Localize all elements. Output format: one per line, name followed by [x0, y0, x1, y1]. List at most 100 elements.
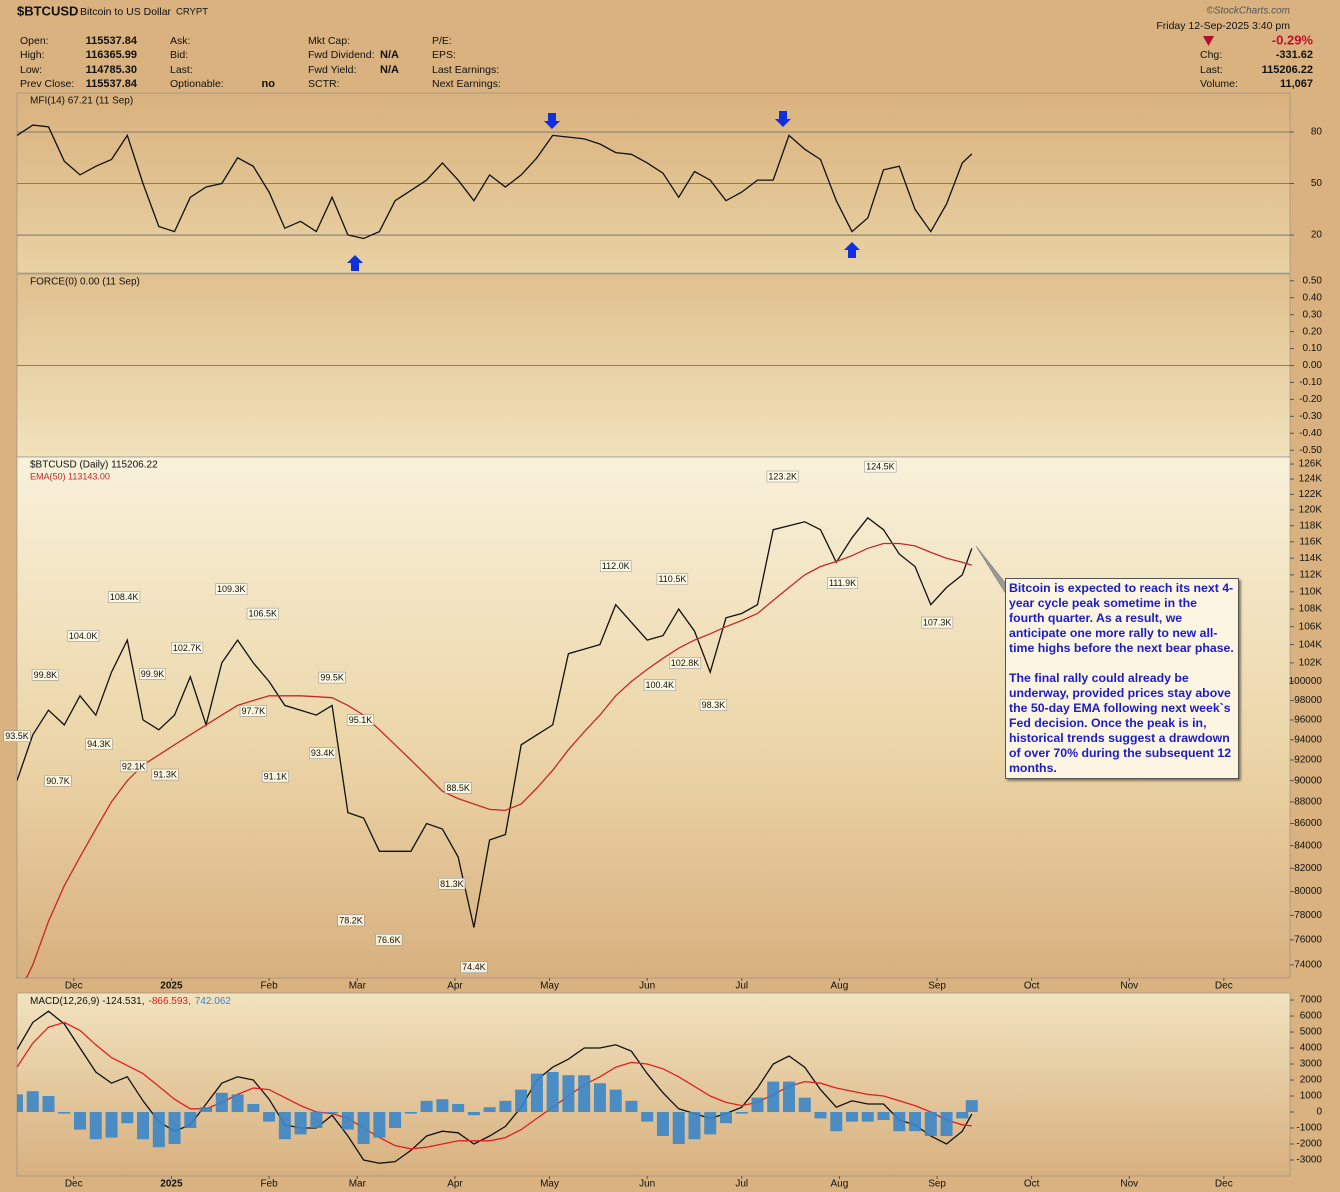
price-label: 99.8K — [34, 670, 58, 680]
quote-label: Ask: — [170, 35, 190, 47]
histogram-bar — [137, 1112, 150, 1140]
x-tick-label: Aug — [831, 1179, 849, 1190]
y-tick-label: 92000 — [1294, 755, 1322, 766]
label-box — [3, 730, 31, 742]
histogram-bar — [74, 1112, 87, 1130]
label-box — [699, 699, 727, 711]
x-tick-label: Oct — [1024, 1179, 1040, 1190]
y-tick-label: 122K — [1299, 489, 1323, 500]
y-tick-label: 124K — [1299, 474, 1323, 485]
x-tick-label: Dec — [65, 981, 83, 992]
price-label: 81.3K — [440, 879, 464, 889]
label-box — [67, 630, 100, 642]
price-label: 76.6K — [377, 935, 401, 945]
histogram-bar — [404, 1112, 417, 1114]
price-label: 102.7K — [173, 643, 202, 653]
series-group — [17, 516, 973, 978]
label-box — [827, 577, 858, 589]
y-tick-label: 0.40 — [1303, 292, 1323, 303]
y-tick-label: 5000 — [1300, 1027, 1323, 1038]
label-box — [31, 669, 59, 681]
y-tick-label: 110K — [1299, 586, 1322, 597]
legend-entry: EMA(50) 113143.00 — [30, 471, 110, 481]
x-tick-label: 2025 — [160, 1179, 183, 1190]
histogram-bar — [956, 1112, 969, 1119]
histogram-bar — [965, 1100, 978, 1113]
quote-label: SCTR: — [308, 78, 340, 90]
price-label: 107.3K — [923, 618, 952, 628]
histogram-bar — [420, 1100, 433, 1113]
price-label: 98.3K — [702, 700, 726, 710]
price-label: 102.8K — [671, 658, 700, 668]
exchange: CRYPT — [176, 7, 208, 18]
label-box — [921, 616, 954, 629]
x-tick-label: Apr — [447, 1179, 463, 1190]
histogram-bar — [656, 1112, 669, 1137]
plot-layer: $BTCUSD Bitcoin to US Dollar CRYPT ©StockCh… — [3, 3, 1323, 1190]
legend-entry: $BTCUSD (Daily) 115206.22 — [30, 460, 158, 471]
label-box — [864, 460, 897, 473]
histogram-bar — [767, 1081, 780, 1113]
label-box — [375, 934, 403, 946]
stat-value: 115206.22 — [1262, 64, 1313, 76]
y-tick-label: 7000 — [1300, 995, 1323, 1006]
x-tick-label: Jun — [639, 981, 655, 992]
histogram-bar — [310, 1112, 323, 1129]
legend-entry: MACD(12,26,9) -124.531, — [30, 996, 145, 1007]
histogram-bar — [184, 1112, 197, 1129]
label-box — [215, 583, 248, 595]
x-tick-label: Dec — [1215, 981, 1233, 992]
commentary-text: Bitcoin is expected to reach its next 4-… — [1009, 581, 1234, 655]
histogram-bar — [42, 1096, 55, 1113]
price-label: 111.9K — [829, 578, 856, 588]
y-tick-label: 0.10 — [1303, 343, 1323, 354]
histogram-bar — [58, 1112, 71, 1114]
label-box — [444, 782, 472, 794]
y-tick-label: 118K — [1299, 520, 1322, 531]
price-label: 100.4K — [646, 680, 675, 690]
price-label: 94.3K — [87, 739, 111, 749]
series-line — [25, 542, 972, 978]
x-tick-label: Oct — [1024, 981, 1040, 992]
histogram-bar — [483, 1107, 496, 1113]
histogram-bar — [735, 1112, 748, 1114]
x-tick-label: Jun — [639, 1179, 655, 1190]
y-tick-label: 80000 — [1294, 886, 1322, 897]
y-tick-label: 0 — [1316, 1107, 1322, 1118]
quote-label: Open: — [20, 35, 49, 47]
x-tick-label: Sep — [928, 1179, 946, 1190]
quote-label: High: — [20, 49, 45, 61]
histogram-bar — [641, 1112, 654, 1122]
histogram-bar — [278, 1112, 291, 1140]
legend-entry: 742.062 — [195, 996, 232, 1007]
label-box — [337, 914, 365, 927]
change-percent: -0.29% — [1272, 32, 1314, 47]
histogram-bar — [546, 1072, 559, 1113]
histogram-bar — [326, 1112, 339, 1114]
histogram-bar — [436, 1099, 449, 1113]
y-tick-label: 3000 — [1300, 1059, 1323, 1070]
histogram-bar — [530, 1073, 543, 1113]
y-tick-label: -0.10 — [1299, 377, 1322, 388]
y-tick-label: 0.50 — [1303, 275, 1323, 286]
series-line — [17, 124, 973, 240]
label-box — [151, 768, 179, 781]
y-tick-label: 76000 — [1294, 934, 1322, 945]
copyright: ©StockCharts.com — [1206, 6, 1290, 17]
quote-label: Last Earnings: — [432, 64, 499, 76]
label-box — [85, 738, 113, 750]
histogram-bar — [452, 1104, 465, 1113]
x-tick-label: Mar — [349, 981, 367, 992]
histogram-bar — [200, 1107, 213, 1113]
histogram-bar — [294, 1112, 307, 1135]
histogram-bar — [357, 1112, 370, 1145]
price-label: 88.5K — [446, 783, 470, 793]
y-tick-label: -1000 — [1296, 1123, 1322, 1134]
x-tick-label: May — [540, 1179, 559, 1190]
label-box — [656, 573, 689, 585]
histogram-bar — [877, 1112, 890, 1121]
stat-value: 11,067 — [1280, 78, 1313, 90]
stat-label: Chg: — [1200, 49, 1222, 61]
quote-value: N/A — [380, 49, 399, 61]
